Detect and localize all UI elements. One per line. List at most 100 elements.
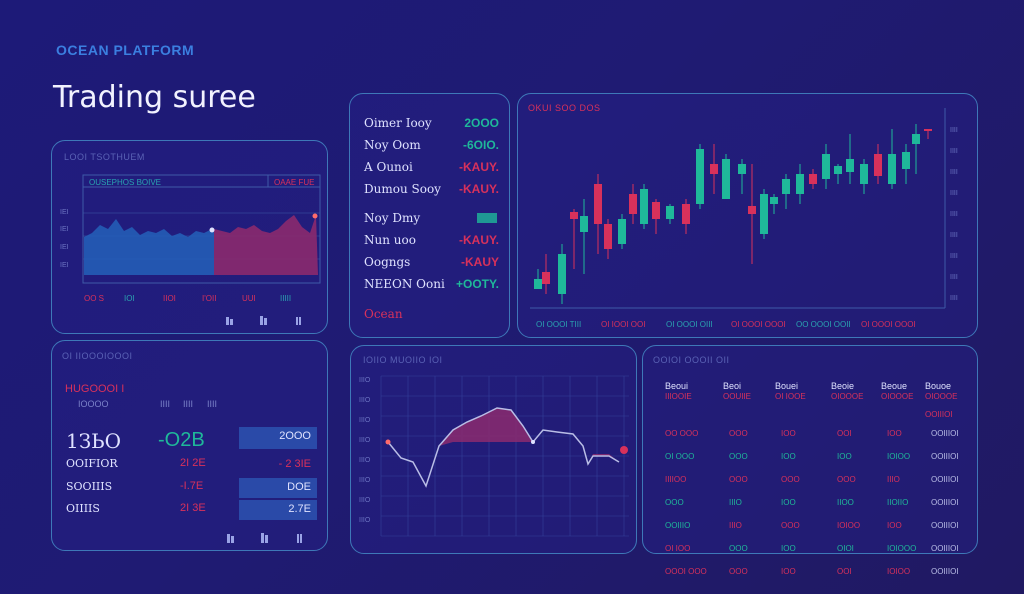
candle-body (809, 174, 817, 184)
table-cell: IIIO (729, 498, 742, 507)
svg-text:I'OII: I'OII (202, 294, 216, 303)
candlestick-chart[interactable]: IIII IIII IIII IIII IIII IIII IIII IIII IIII OI O… (518, 94, 979, 339)
stats-value: +OOTY. (455, 277, 499, 291)
candle-body (696, 149, 704, 204)
table-cell: IOIOO (887, 567, 911, 576)
summary-value-box[interactable]: 2OOO (239, 427, 317, 449)
area-series-red (214, 215, 318, 275)
table-cell: OOO (729, 567, 748, 576)
table-cell: IOO (837, 452, 852, 461)
candle-y-tick: IIII (950, 148, 958, 155)
table-panel: OOIOI OOOII OII Beoui IIIOOIE Beoi OOUIIE Bo… (642, 345, 978, 576)
candle-x-tick: OI IOOI OOI (601, 320, 645, 329)
summary-label: SOOIIIS (66, 480, 113, 493)
table-cell: OOIIIO (665, 521, 691, 530)
table-icon (297, 534, 299, 543)
table-cell: IOO (781, 498, 796, 507)
table-header[interactable]: Beoue (881, 381, 908, 391)
table-cell: OOO (729, 452, 748, 461)
svg-text:IIOI: IIOI (163, 294, 176, 303)
table-cell: IOIOO (887, 452, 911, 461)
svg-text:IEI: IEI (60, 244, 69, 251)
candlestick-panel: OKUI SOO DOS IIII IIII IIII IIII IIII IIII III… (517, 93, 978, 338)
table-header[interactable]: Bouei (775, 381, 799, 391)
stats-value: -KAUY. (458, 233, 499, 247)
candle-body (652, 202, 660, 219)
summary-value-box[interactable]: - 2 3IE (239, 455, 317, 475)
candle-x-tick: OI OOOI TIII (536, 320, 581, 329)
table-header[interactable]: Beoui (665, 381, 689, 391)
candle-y-tick: IIII (950, 190, 958, 197)
chart-icon (260, 316, 263, 325)
table-cell: IOO (781, 429, 796, 438)
summary-col: IIII (160, 399, 171, 409)
candle-y-tick: IIII (950, 274, 958, 281)
candle-body (770, 197, 778, 204)
table-cell: OOIIIOI (931, 498, 959, 507)
svg-text:OO S: OO S (84, 294, 104, 303)
candle-x-tick: OI OOOI OIII (666, 320, 713, 329)
table-cell: OOIIIOI (931, 544, 959, 553)
table-cell: OIOI (837, 544, 854, 553)
candle-y-tick: IIII (950, 127, 958, 134)
area-y-ticks: IEI IEI IEI IEI (60, 209, 69, 269)
candle-body (912, 134, 920, 144)
candle-body (580, 216, 588, 232)
area-icons (226, 316, 301, 325)
summary-sub-label: IOOOO (78, 399, 109, 409)
candle-body (782, 179, 790, 194)
stats-label: NEEON Ooni (364, 277, 445, 291)
stats-label: Noy Oom (364, 138, 421, 152)
candle-body (666, 206, 674, 219)
table-cell: IIIO (729, 521, 742, 530)
area-inner-right: OAAE FUE (274, 178, 314, 187)
line-y-tick: IIIO (359, 517, 371, 524)
stats-value: -KAUY. (458, 182, 499, 196)
area-chart[interactable]: OUSEPHOS BOIVE OAAE FUE IEI IEI IEI IEI … (52, 141, 329, 335)
table-cell: IOO (781, 544, 796, 553)
stats-footer[interactable]: Ocean (364, 307, 403, 321)
summary-value: 2I 3E (180, 502, 206, 514)
line-chart[interactable]: IIIO IIIO IIIO IIIO IIIO IIIO IIIO IIIO (351, 346, 638, 555)
table-cell: OI IOO (665, 544, 691, 553)
stats-value: -KAUY (461, 255, 499, 269)
summary-col: IIII (183, 399, 194, 409)
svg-text:IIIII: IIIII (280, 294, 291, 303)
table-cell: OOO (837, 475, 856, 484)
line-marker-start (385, 439, 391, 445)
table-header[interactable]: Beoie (831, 381, 855, 391)
summary-box-text: 2OOO (279, 430, 311, 442)
summary-label: OOIFIOR (66, 457, 118, 470)
table-cell: IOIOOO (887, 544, 917, 553)
chart-icon (261, 533, 264, 543)
area-chart-frame (82, 174, 321, 284)
stats-label: Noy Dmy (364, 211, 421, 225)
table-cell: IIOO (837, 498, 854, 507)
summary-box-text: DOE (287, 481, 311, 493)
table-header[interactable]: Beoi (723, 381, 742, 391)
candle-body (618, 219, 626, 244)
line-grid (380, 375, 629, 537)
stats-value: -6OIO. (462, 138, 499, 152)
svg-text:IEI: IEI (60, 262, 69, 269)
line-y-tick: IIIO (359, 437, 371, 444)
candle-body (822, 154, 830, 179)
table-cell: OOO (665, 498, 684, 507)
candle-y-tick: IIII (950, 253, 958, 260)
candle-body (629, 194, 637, 214)
table-cell: IIIO (887, 475, 900, 484)
table-extra: OOIIIOI (925, 410, 953, 419)
candle-body (722, 159, 730, 199)
page-title: Trading suree (53, 80, 256, 115)
table-header[interactable]: Bouoe (925, 381, 952, 391)
table-cell: OOIIIOI (931, 452, 959, 461)
line-y-tick: IIIO (359, 417, 371, 424)
candle-body (542, 272, 550, 284)
svg-text:IOI: IOI (124, 294, 135, 303)
candle-body (682, 204, 690, 224)
summary-section-label: HUGOOOI I (65, 383, 125, 395)
candle-x-tick: OI OOOI OOOI (731, 320, 786, 329)
summary-value-box[interactable]: DOE (239, 478, 317, 498)
summary-value-box[interactable]: 2.7E (239, 500, 317, 520)
candle-x-tick: OI OOOI OOOI (861, 320, 916, 329)
